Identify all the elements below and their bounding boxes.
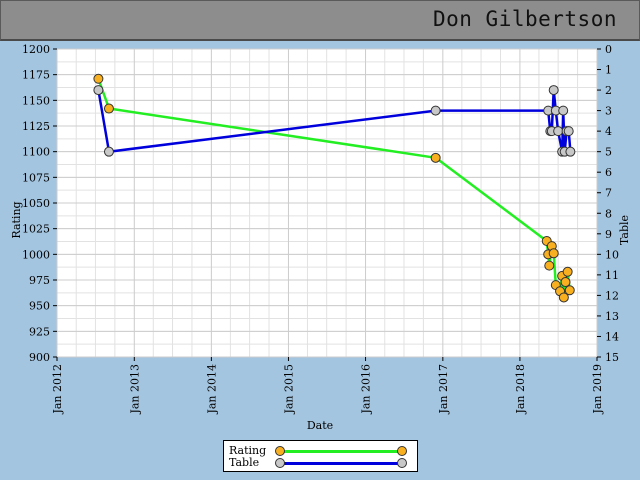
y-tick-label: 1000 [22,248,50,261]
y-tick-label: 1200 [22,43,50,56]
y2-tick-label: 4 [605,125,612,138]
y2-tick-label: 15 [605,351,619,364]
data-point-table [103,146,114,157]
y2-tick-label: 5 [605,146,612,159]
y-tick-label: 1050 [22,197,50,210]
series [93,73,576,303]
y2-tick-label: 9 [605,228,612,241]
x-axis-label: Date [307,419,333,432]
y2-tick-label: 1 [605,64,612,77]
legend-line-rating [280,450,401,453]
data-point-rating [560,277,571,288]
y-tick-label: 1150 [22,94,50,107]
y-tick-label: 1125 [22,120,50,133]
y-tick-label: 1100 [22,146,50,159]
data-point-table [548,85,559,96]
x-tick-label: Jan 2015 [282,364,295,415]
y2-tick-label: 7 [605,187,612,200]
x-tick-label: Jan 2012 [51,364,64,415]
x-tick-label: Jan 2016 [360,364,373,415]
data-point-table [430,105,441,116]
data-point-table [565,146,576,157]
y2-tick-label: 2 [605,84,612,97]
player-name: Don Gilbertson [432,7,617,31]
x-tick-label: Jan 2019 [591,364,604,415]
grid [56,48,598,358]
y2-tick-label: 6 [605,166,612,179]
y-tick-label: 1175 [22,69,50,82]
y2-tick-label: 8 [605,207,612,220]
legend-item-table: Table [224,456,417,470]
y2-tick-label: 3 [605,105,612,118]
header-bar: Don Gilbertson [0,0,640,41]
data-point-rating [564,285,575,296]
legend: Rating Table [223,440,418,472]
x-tick-label: Jan 2013 [128,364,141,415]
legend-marker-rating-start [275,446,285,456]
y2-tick-label: 14 [605,330,619,343]
y-tick-label: 900 [29,351,50,364]
x-tick-label: Jan 2018 [514,364,527,415]
legend-label-table: Table [229,456,260,469]
x-tick-label: Jan 2017 [437,364,450,415]
data-point-rating [558,292,569,303]
y2-tick-label: 0 [605,43,612,56]
data-point-rating [548,248,559,259]
data-point-rating [544,260,555,271]
y2-tick-label: 13 [605,310,619,323]
data-point-rating [562,266,573,277]
y2-axis-label: Table [618,215,631,245]
legend-marker-table-end [397,458,407,468]
y-tick-label: 950 [29,300,50,313]
legend-item-rating: Rating [224,444,417,458]
y-axis-label: Rating [10,201,23,238]
y-tick-label: 1025 [22,223,50,236]
data-point-rating [430,152,441,163]
y2-tick-label: 10 [605,248,619,261]
legend-line-table [280,462,401,465]
legend-marker-table-start [275,458,285,468]
legend-marker-rating-end [397,446,407,456]
data-point-rating [103,103,114,114]
data-point-table [558,105,569,116]
rating-table-chart: 1200117511501125110010751050102510009759… [10,43,631,432]
legend-label-rating: Rating [229,444,267,457]
y2-tick-label: 11 [605,269,619,282]
y2-tick-label: 12 [605,289,619,302]
data-point-table [93,85,104,96]
y-tick-label: 1075 [22,171,50,184]
data-point-table [553,126,564,137]
axes: 1200117511501125110010751050102510009759… [22,43,619,415]
data-point-rating [93,73,104,84]
x-tick-label: Jan 2014 [205,364,218,415]
data-point-table [563,126,574,137]
y-tick-label: 925 [29,325,50,338]
y-tick-label: 975 [29,274,50,287]
